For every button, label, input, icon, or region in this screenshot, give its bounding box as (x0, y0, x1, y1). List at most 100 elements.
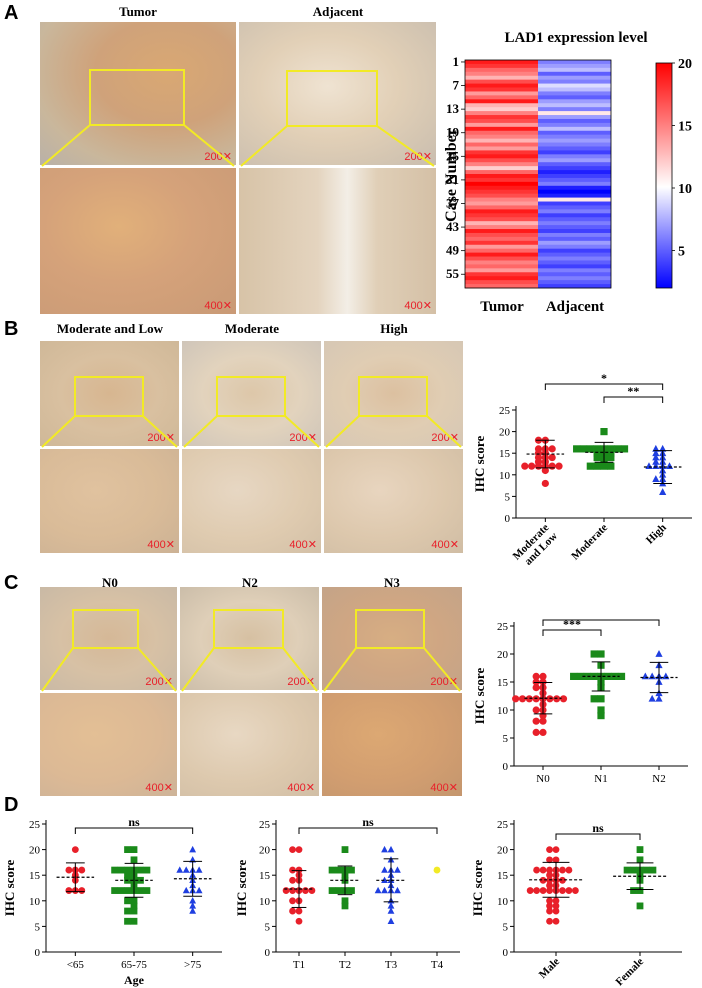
significance-bracket (542, 629, 602, 636)
data-point (381, 886, 388, 894)
heatmap-ytick-label: 49 (446, 243, 460, 258)
data-point (124, 907, 131, 915)
zoom-box (355, 609, 425, 649)
zoom-line (284, 415, 320, 448)
data-point (525, 695, 533, 703)
data-point (528, 462, 536, 470)
significance-label: ns (128, 815, 140, 829)
zoom-line (142, 415, 178, 448)
data-point (374, 886, 382, 894)
heatmap-cell (465, 158, 538, 163)
x-tick-label: Male (537, 956, 562, 981)
data-point (526, 887, 534, 894)
data-point (137, 866, 144, 874)
data-point (546, 907, 553, 915)
heatmap-cell (538, 79, 611, 84)
zoom-box (74, 376, 144, 417)
data-point (620, 445, 629, 453)
title-n2: N2 (242, 575, 258, 590)
data-point (534, 458, 543, 466)
data-point (532, 728, 540, 736)
data-point (130, 907, 138, 915)
data-point (546, 917, 553, 925)
heatmap-cell (538, 146, 611, 151)
magnification-label: 400✕ (204, 300, 232, 312)
data-point (348, 887, 355, 894)
heatmap-cell (538, 181, 611, 187)
heatmap-cell (465, 150, 538, 155)
data-point (335, 866, 342, 874)
data-point (593, 449, 601, 457)
data-point (289, 907, 296, 915)
significance-bracket (603, 396, 664, 403)
data-point (645, 462, 653, 470)
data-point (532, 678, 540, 686)
heatmap-cell (465, 264, 538, 269)
heatmap-cell (538, 75, 611, 81)
data-point (652, 444, 660, 452)
colorbar-tick-label: 5 (678, 245, 685, 260)
data-point (546, 866, 553, 874)
y-tick-label: 0 (503, 947, 509, 959)
data-point (387, 907, 395, 914)
heatmap-cell (538, 91, 611, 96)
data-point (539, 866, 547, 874)
data-point (111, 887, 119, 894)
micrograph-c3-200x: 200✕ (322, 587, 462, 690)
data-point (641, 672, 649, 680)
ihc-tstage-scatter-chart: 0 5 10 15 20 25 IHC score T1 T2 T3 T4 ns (234, 815, 460, 971)
heatmap-cell (465, 185, 538, 191)
heatmap-cell (465, 213, 538, 218)
heatmap-cell (538, 217, 611, 222)
y-tick-label: 10 (499, 470, 511, 482)
data-point (648, 672, 656, 680)
heatmap-ytick-label: 1 (453, 54, 460, 69)
data-point (552, 856, 560, 864)
heatmap-cell (465, 229, 538, 234)
y-tick-label: 0 (503, 761, 509, 773)
heatmap-cell (538, 103, 611, 108)
data-point (282, 887, 290, 894)
y-tick-label: 5 (505, 491, 511, 503)
significance-bracket (542, 619, 660, 626)
data-point (607, 462, 615, 470)
data-point (630, 887, 637, 894)
data-point (570, 672, 578, 680)
x-axis-label: Age (124, 973, 145, 987)
data-point (573, 445, 581, 453)
heatmap-cell (465, 221, 538, 226)
data-point (289, 876, 296, 884)
zoom-line (181, 647, 215, 692)
heatmap-cell (465, 118, 538, 124)
data-point (590, 650, 598, 658)
heatmap-cell (465, 197, 538, 202)
data-point (295, 866, 303, 874)
data-point (559, 695, 568, 703)
data-point (662, 672, 670, 680)
data-point (328, 866, 336, 874)
micrograph-adjacent-200x: 200✕ (239, 22, 436, 165)
data-point (137, 887, 144, 894)
y-tick-label: 0 (35, 947, 41, 959)
heatmap-cell (538, 193, 611, 198)
heatmap-col-label-adjacent: Adjacent (546, 299, 604, 315)
heatmap-cell (465, 126, 538, 132)
title-n3: N3 (384, 575, 400, 590)
heatmap-cell (538, 260, 611, 265)
zoom-indicator-overlay-b (41, 376, 462, 448)
data-point (607, 453, 615, 462)
data-point (579, 445, 588, 453)
heatmap-cell (465, 268, 538, 273)
y-tick-label: 15 (497, 677, 509, 689)
data-point (176, 866, 184, 873)
data-point (655, 694, 663, 702)
y-tick-label: 10 (259, 896, 271, 908)
x-tick-label: T3 (385, 959, 398, 971)
heatmap-title: LAD1 expression level (504, 30, 647, 46)
data-point (636, 846, 644, 853)
panel-letter-b: B (4, 318, 19, 340)
heatmap-cell (538, 272, 611, 277)
data-point (117, 866, 125, 874)
heatmap-cell (538, 225, 611, 230)
magnification-label: 400✕ (431, 539, 459, 551)
